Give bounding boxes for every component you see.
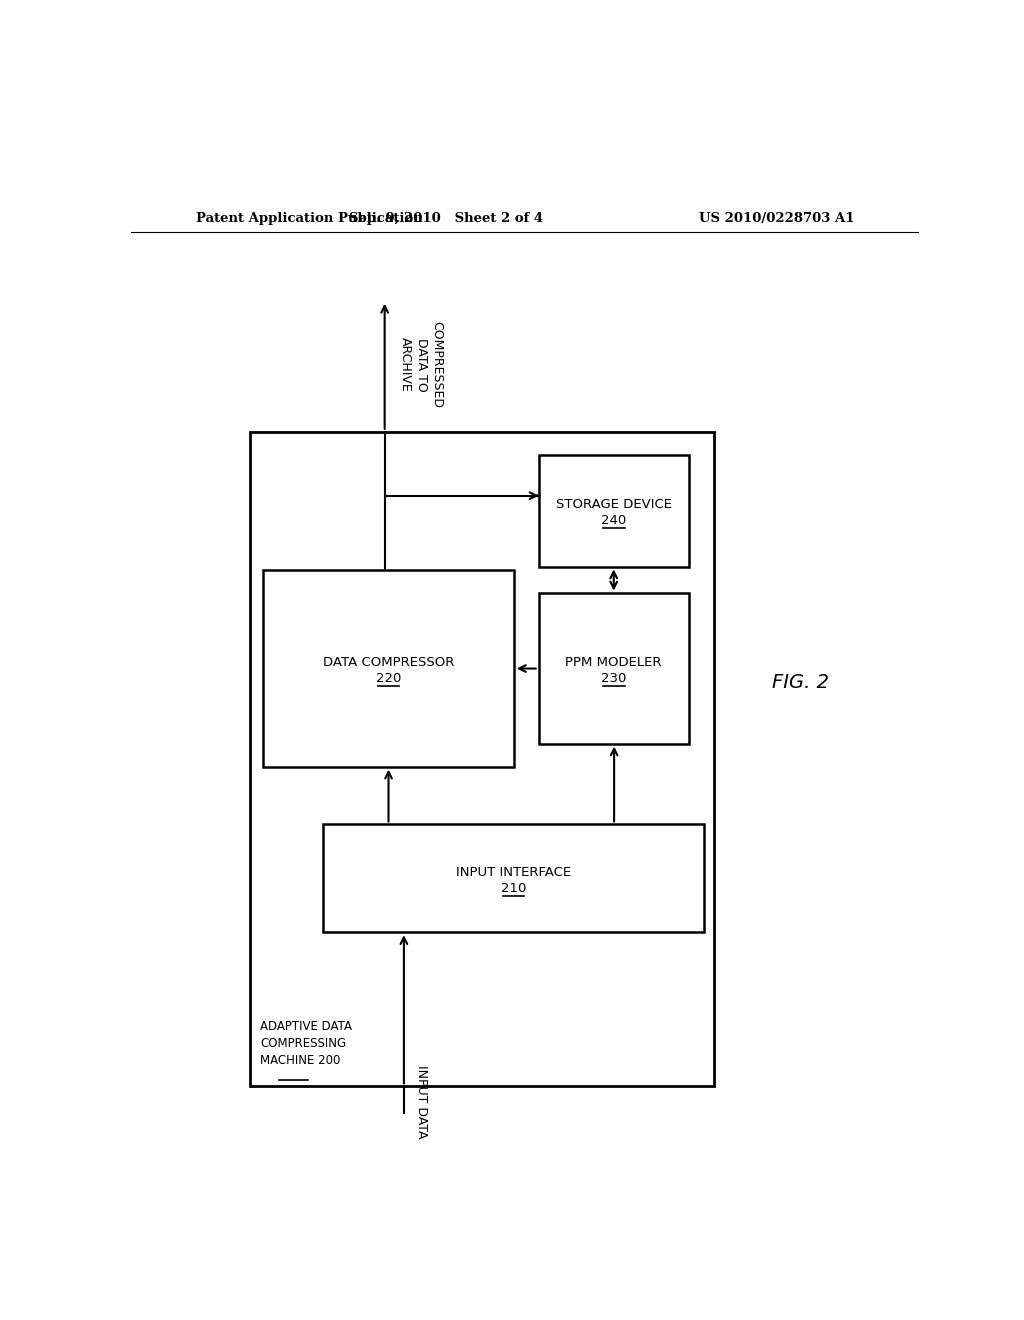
Text: 220: 220 xyxy=(376,672,401,685)
Bar xyxy=(539,455,689,566)
Text: STORAGE DEVICE: STORAGE DEVICE xyxy=(556,498,672,511)
Text: Sep. 9, 2010   Sheet 2 of 4: Sep. 9, 2010 Sheet 2 of 4 xyxy=(349,213,544,224)
Text: INPUT INTERFACE: INPUT INTERFACE xyxy=(456,866,571,879)
Bar xyxy=(323,825,705,932)
Bar xyxy=(250,432,714,1086)
Text: 240: 240 xyxy=(601,515,627,527)
Text: Patent Application Publication: Patent Application Publication xyxy=(196,213,423,224)
Text: ADAPTIVE DATA
COMPRESSING
MACHINE 200: ADAPTIVE DATA COMPRESSING MACHINE 200 xyxy=(260,1020,352,1067)
Bar xyxy=(539,594,689,743)
Text: PPM MODELER: PPM MODELER xyxy=(565,656,662,669)
Bar xyxy=(263,570,514,767)
Text: INPUT DATA: INPUT DATA xyxy=(416,1065,428,1138)
Text: FIG. 2: FIG. 2 xyxy=(772,672,829,692)
Text: COMPRESSED
DATA TO
ARCHIVE: COMPRESSED DATA TO ARCHIVE xyxy=(398,321,443,408)
Text: 230: 230 xyxy=(601,672,627,685)
Text: 210: 210 xyxy=(501,882,526,895)
Text: DATA COMPRESSOR: DATA COMPRESSOR xyxy=(323,656,455,669)
Text: US 2010/0228703 A1: US 2010/0228703 A1 xyxy=(698,213,854,224)
